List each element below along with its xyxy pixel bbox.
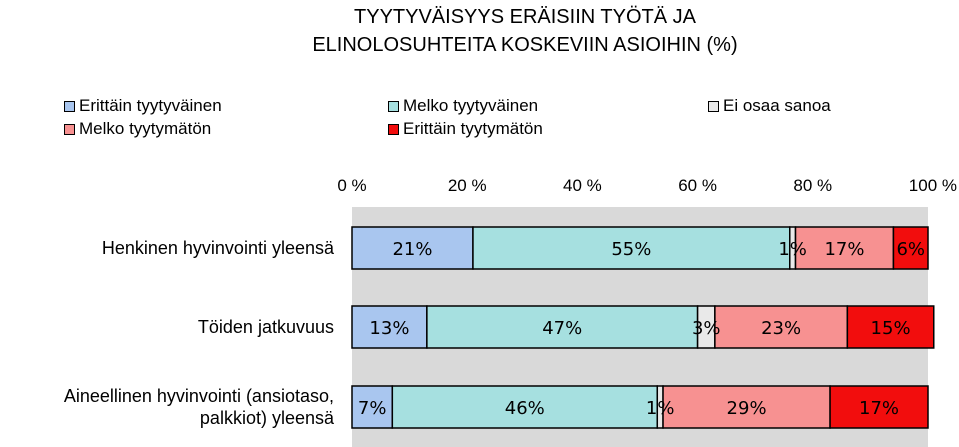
legend-item-melko-tyytyvainen: Melko tyytyväinen: [388, 95, 538, 117]
data-label: 1%: [646, 398, 675, 419]
legend-item-melko-tyytymaton: Melko tyytymätön: [64, 118, 211, 140]
x-tick-label: 60 %: [678, 176, 717, 195]
category-label: Töiden jatkuvuus: [198, 317, 334, 337]
x-tick-label: 40 %: [563, 176, 602, 195]
data-label: 17%: [824, 239, 864, 260]
data-label: 17%: [859, 398, 899, 419]
bar-segment: [351, 226, 474, 270]
legend-swatch-melko-tyytyvainen: [388, 101, 399, 112]
data-label: 46%: [505, 398, 545, 419]
legend-label: Melko tyytyväinen: [403, 96, 539, 115]
legend-label: Ei osaa sanoa: [723, 96, 831, 115]
legend-swatch-melko-tyytymaton: [64, 124, 75, 135]
data-label: 23%: [761, 318, 801, 339]
x-tick-label: 20 %: [448, 176, 487, 195]
bar-segment: [846, 305, 935, 349]
bar-segment: [426, 305, 699, 349]
bar-segment: [892, 226, 929, 270]
x-tick-label: 0 %: [337, 176, 366, 195]
data-label: 29%: [727, 398, 767, 419]
legend-item-erittain-tyytymaton: Erittäin tyytymätön: [388, 118, 543, 140]
category-label: Aineellinen hyvinvointi (ansiotaso,: [64, 386, 334, 406]
data-label: 6%: [896, 239, 925, 260]
legend-item-erittain-tyytyvainen: Erittäin tyytyväinen: [64, 95, 222, 117]
data-label: 13%: [369, 318, 409, 339]
data-label: 1%: [778, 239, 807, 260]
data-label: 3%: [692, 318, 721, 339]
data-label: 21%: [392, 239, 432, 260]
legend-swatch-erittain-tyytyvainen: [64, 101, 75, 112]
legend-swatch-erittain-tyytymaton: [388, 124, 399, 135]
chart-title-line-2: ELINOLOSUHTEITA KOSKEVIIN ASIOIHIN (%): [312, 34, 738, 56]
bar-segment: [351, 305, 428, 349]
x-tick-label: 80 %: [793, 176, 832, 195]
data-label: 7%: [358, 398, 387, 419]
bar-segment: [662, 385, 831, 429]
bar-segment: [794, 226, 895, 270]
bar-segment: [351, 385, 394, 429]
data-label: 55%: [611, 239, 651, 260]
legend-label: Melko tyytymätön: [79, 119, 212, 138]
bar-segment: [714, 305, 849, 349]
chart-title-line-1: TYYTYVÄISYYS ERÄISIIN TYÖTÄ JA: [354, 6, 696, 28]
bar-segment: [472, 226, 791, 270]
data-label: 15%: [871, 318, 911, 339]
legend-swatch-ei-osaa-sanoa: [708, 101, 719, 112]
category-label: palkkiot) yleensä: [200, 408, 335, 428]
category-label: Henkinen hyvinvointi yleensä: [102, 238, 335, 258]
legend-item-ei-osaa-sanoa: Ei osaa sanoa: [708, 95, 831, 117]
x-tick-label: 100 %: [909, 176, 957, 195]
legend-label: Erittäin tyytyväinen: [79, 96, 222, 115]
bar-segment: [829, 385, 929, 429]
legend-label: Erittäin tyytymätön: [403, 119, 543, 138]
data-label: 47%: [542, 318, 582, 339]
